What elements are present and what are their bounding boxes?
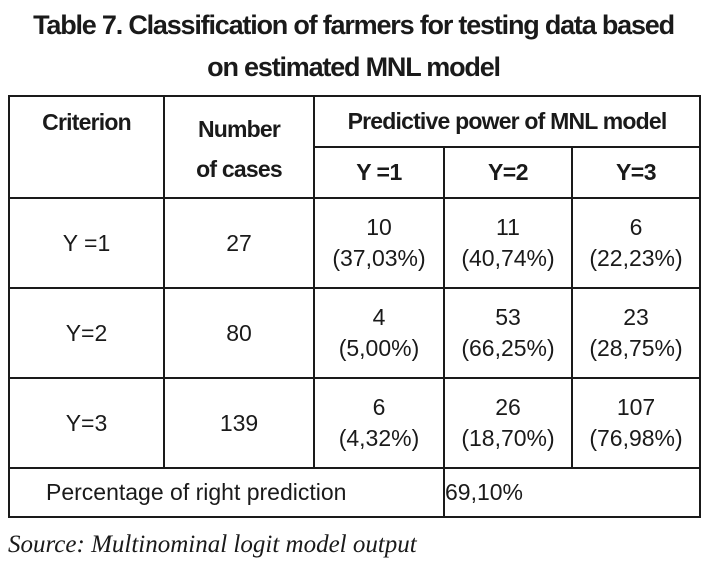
- row-criterion: Y=2: [8, 287, 165, 379]
- table-row: Y=3 139 6 (4,32%) 26 (18,70%) 107 (76,98…: [8, 377, 702, 469]
- prediction-cell: 53 (66,25%): [443, 287, 573, 379]
- prediction-cell: 6 (4,32%): [313, 377, 445, 469]
- source-note: Source: Multinominal logit model output: [8, 531, 417, 558]
- table-row: Y =1 27 10 (37,03%) 11 (40,74%) 6 (22,23…: [8, 197, 702, 289]
- prediction-percent: (18,70%): [461, 425, 555, 451]
- table-row: Y=2 80 4 (5,00%) 53 (66,25%) 23 (28,75%): [8, 287, 702, 379]
- table-title-line1: Table 7. Classification of farmers for t…: [33, 10, 675, 40]
- subheader-y1: Y =1: [313, 146, 445, 199]
- prediction-cell: 10 (37,03%): [313, 197, 445, 289]
- prediction-cell: 11 (40,74%): [443, 197, 573, 289]
- right-prediction-value: 69,10%: [442, 467, 702, 518]
- right-prediction-label: Percentage of right prediction: [8, 467, 445, 518]
- prediction-cell: 6 (22,23%): [570, 197, 702, 289]
- classification-table: Criterion Number of cases Predictive pow…: [8, 95, 702, 518]
- predictive-power-label: Predictive power of MNL model: [347, 108, 668, 134]
- prediction-percent: (4,32%): [338, 425, 420, 451]
- number-of-cases-header: Number of cases: [163, 95, 315, 199]
- prediction-percent: (37,03%): [332, 245, 426, 271]
- prediction-count: 6: [629, 214, 643, 240]
- footer-row: Percentage of right prediction 69,10%: [8, 467, 702, 518]
- prediction-percent: (28,75%): [589, 335, 683, 361]
- prediction-count: 11: [496, 214, 520, 240]
- prediction-cell: 4 (5,00%): [313, 287, 445, 379]
- prediction-percent: (5,00%): [338, 335, 420, 361]
- prediction-cell: 23 (28,75%): [570, 287, 702, 379]
- prediction-percent: (66,25%): [461, 335, 555, 361]
- number-of-cases-line2: of cases: [196, 156, 282, 182]
- row-cases: 80: [163, 287, 315, 379]
- prediction-percent: (40,74%): [461, 245, 555, 271]
- table-title: Table 7. Classification of farmers for t…: [0, 4, 707, 88]
- header-row: Criterion Number of cases Predictive pow…: [8, 95, 702, 199]
- row-cases: 27: [163, 197, 315, 289]
- subheader-row: Y =1 Y=2 Y=3: [9, 146, 702, 199]
- prediction-count: 6: [372, 394, 386, 420]
- prediction-count: 26: [495, 394, 521, 420]
- criterion-header-label: Criterion: [42, 109, 131, 135]
- prediction-percent: (76,98%): [589, 425, 683, 451]
- prediction-count: 4: [372, 304, 386, 330]
- predictive-power-header: Predictive power of MNL model: [312, 95, 702, 148]
- row-cases: 139: [163, 377, 315, 469]
- subheader-y2: Y=2: [443, 146, 573, 199]
- prediction-count: 23: [623, 304, 649, 330]
- prediction-cell: 26 (18,70%): [443, 377, 573, 469]
- prediction-percent: (22,23%): [589, 245, 683, 271]
- table-title-line2: on estimated MNL model: [207, 52, 501, 82]
- row-criterion: Y =1: [8, 197, 165, 289]
- prediction-count: 10: [366, 214, 392, 240]
- criterion-header: Criterion: [8, 95, 165, 199]
- number-of-cases-line1: Number: [197, 116, 281, 142]
- prediction-count: 107: [616, 394, 656, 420]
- prediction-count: 53: [495, 304, 521, 330]
- subheader-y3: Y=3: [570, 146, 702, 199]
- prediction-cell: 107 (76,98%): [570, 377, 702, 469]
- row-criterion: Y=3: [8, 377, 165, 469]
